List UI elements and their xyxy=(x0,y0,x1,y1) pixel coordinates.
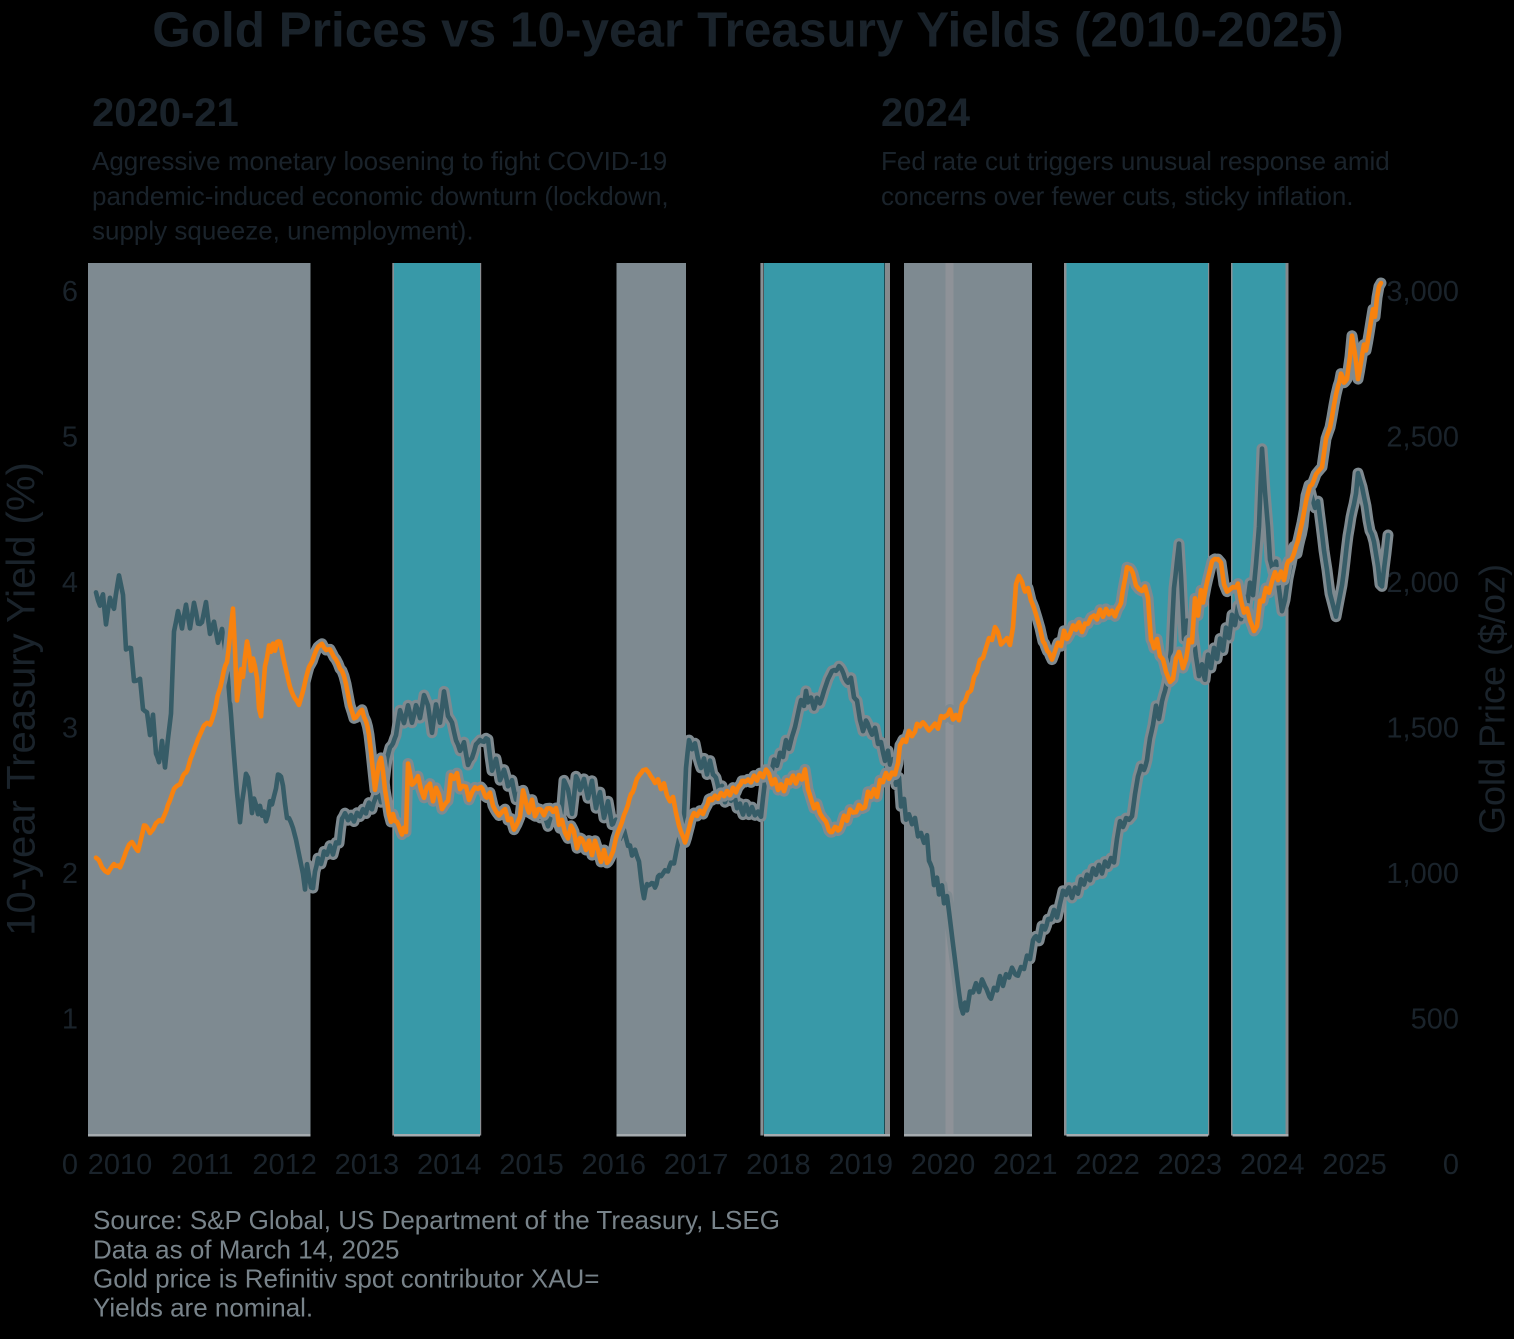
svg-text:pandemic-induced economic down: pandemic-induced economic downturn (lock… xyxy=(92,181,669,211)
svg-text:Aggressive monetary loosening: Aggressive monetary loosening to fight C… xyxy=(92,146,667,176)
svg-text:3,000: 3,000 xyxy=(1386,276,1459,308)
svg-text:5: 5 xyxy=(62,422,78,454)
svg-text:2022: 2022 xyxy=(1075,1149,1140,1181)
svg-text:4: 4 xyxy=(62,567,78,599)
svg-text:1: 1 xyxy=(62,1004,78,1036)
svg-text:2010: 2010 xyxy=(88,1149,153,1181)
svg-text:1,000: 1,000 xyxy=(1386,858,1459,890)
svg-text:supply squeeze, unemployment).: supply squeeze, unemployment). xyxy=(92,216,474,246)
svg-text:0: 0 xyxy=(1443,1149,1459,1181)
svg-text:0: 0 xyxy=(62,1149,78,1181)
svg-text:10-year Treasury Yield (%): 10-year Treasury Yield (%) xyxy=(0,462,44,936)
svg-text:2017: 2017 xyxy=(664,1149,729,1181)
svg-text:500: 500 xyxy=(1411,1004,1459,1036)
svg-text:6: 6 xyxy=(62,276,78,308)
svg-text:Gold price is Refinitiv spot c: Gold price is Refinitiv spot contributor… xyxy=(93,1263,600,1293)
svg-text:3: 3 xyxy=(62,713,78,745)
svg-text:2013: 2013 xyxy=(335,1149,400,1181)
svg-text:Data as of March 14, 2025: Data as of March 14, 2025 xyxy=(93,1234,399,1264)
svg-text:2020-21: 2020-21 xyxy=(92,91,239,135)
svg-text:concerns over fewer cuts, stic: concerns over fewer cuts, sticky inflati… xyxy=(881,181,1354,211)
svg-text:2016: 2016 xyxy=(582,1149,647,1181)
svg-text:Fed rate cut triggers unusual: Fed rate cut triggers unusual response a… xyxy=(881,146,1390,176)
svg-text:Yields are nominal.: Yields are nominal. xyxy=(93,1293,313,1323)
svg-text:1,500: 1,500 xyxy=(1386,713,1459,745)
svg-text:2024: 2024 xyxy=(881,91,971,135)
svg-text:2015: 2015 xyxy=(499,1149,564,1181)
svg-text:2018: 2018 xyxy=(746,1149,811,1181)
svg-text:2021: 2021 xyxy=(993,1149,1058,1181)
svg-text:2023: 2023 xyxy=(1158,1149,1223,1181)
svg-text:2,000: 2,000 xyxy=(1386,567,1459,599)
svg-text:2011: 2011 xyxy=(171,1149,233,1181)
svg-text:2,500: 2,500 xyxy=(1386,422,1459,454)
svg-text:2012: 2012 xyxy=(252,1149,317,1181)
svg-text:2020: 2020 xyxy=(911,1149,976,1181)
svg-text:2019: 2019 xyxy=(828,1149,893,1181)
svg-text:Gold Price ($/oz): Gold Price ($/oz) xyxy=(1472,564,1513,834)
svg-text:2014: 2014 xyxy=(417,1149,482,1181)
svg-text:Source: S&P Global, US Departm: Source: S&P Global, US Department of the… xyxy=(93,1205,780,1235)
svg-text:2: 2 xyxy=(62,858,78,890)
svg-text:Gold Prices vs 10-year Treasur: Gold Prices vs 10-year Treasury Yields (… xyxy=(152,3,1343,58)
svg-text:2024: 2024 xyxy=(1240,1149,1305,1181)
svg-text:2025: 2025 xyxy=(1322,1149,1387,1181)
